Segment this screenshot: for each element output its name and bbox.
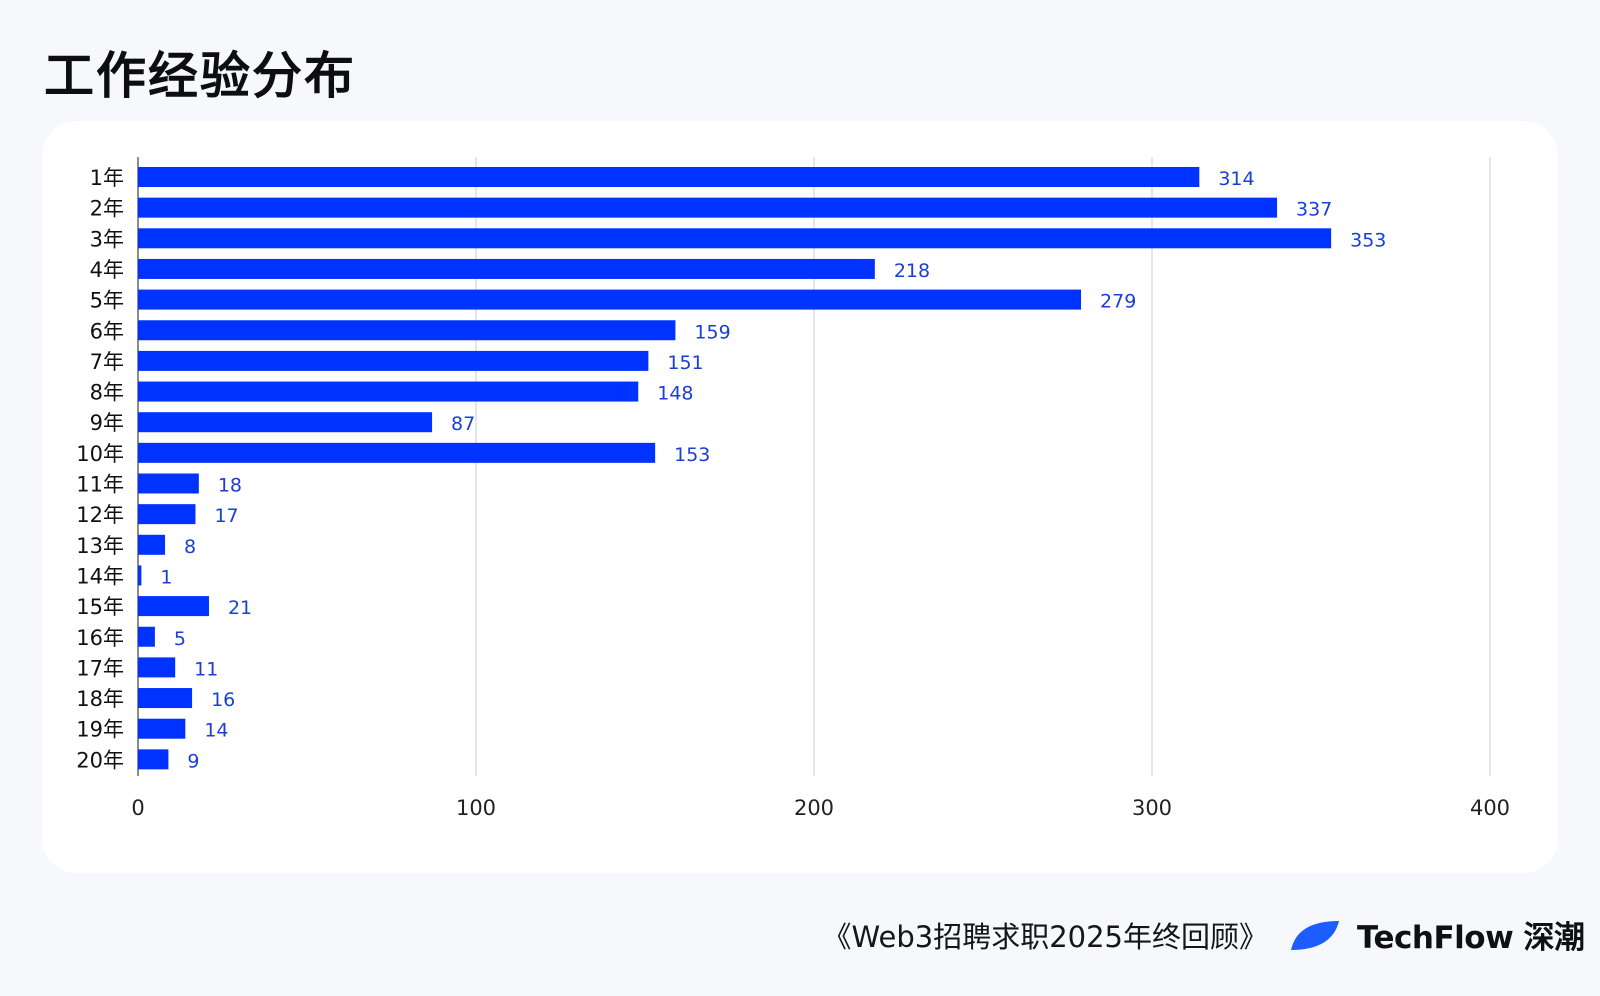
- bar: [138, 258, 875, 279]
- category-label: 17年: [76, 656, 124, 680]
- category-label: 14年: [76, 564, 124, 588]
- category-label: 13年: [76, 534, 124, 558]
- bar: [138, 228, 1332, 249]
- category-label: 8年: [90, 381, 124, 405]
- chart-card: 0 100 200 300 400 1年 314 2年 337 3年 353 4年 218 5年 279 6年…: [42, 121, 1558, 873]
- bar: [138, 596, 209, 617]
- category-label: 7年: [90, 350, 124, 374]
- bar: [138, 657, 176, 678]
- data-label: 16: [211, 689, 235, 711]
- bar: [138, 350, 649, 371]
- data-label: 337: [1296, 199, 1332, 221]
- bar: [138, 626, 155, 647]
- category-label: 1年: [90, 166, 124, 190]
- data-label: 9: [187, 750, 199, 772]
- page-title: 工作经验分布: [44, 47, 356, 105]
- category-label: 15年: [76, 595, 124, 619]
- data-label: 279: [1100, 291, 1136, 313]
- category-label: 16年: [76, 626, 124, 650]
- data-label: 159: [694, 321, 730, 343]
- data-label: 21: [228, 597, 252, 619]
- bar: [138, 381, 639, 402]
- category-label: 11年: [76, 473, 124, 497]
- category-label: 3年: [90, 227, 124, 251]
- data-label: 153: [674, 444, 710, 466]
- data-label: 218: [894, 260, 930, 282]
- data-label: 11: [194, 658, 218, 680]
- category-label: 20年: [76, 748, 124, 772]
- data-label: 17: [214, 505, 238, 527]
- data-label: 148: [657, 383, 693, 405]
- x-tick-label: 300: [1132, 796, 1172, 820]
- brand: TechFlow 深潮: [1285, 912, 1585, 957]
- category-label: 5年: [90, 289, 124, 313]
- data-label: 8: [184, 536, 196, 558]
- bar: [138, 504, 196, 525]
- bar: [138, 289, 1082, 310]
- bar: [138, 749, 169, 770]
- bar: [138, 534, 166, 555]
- bar: [138, 473, 199, 494]
- data-label: 314: [1218, 168, 1254, 190]
- bar: [138, 688, 193, 709]
- bar: [138, 565, 142, 586]
- category-label: 19年: [76, 718, 124, 742]
- x-tick-label: 200: [794, 796, 834, 820]
- bar: [138, 718, 186, 739]
- data-label: 87: [451, 413, 475, 435]
- data-label: 5: [174, 628, 186, 650]
- x-tick-label: 100: [456, 796, 496, 820]
- bar: [138, 442, 656, 463]
- x-tick-label: 400: [1470, 796, 1510, 820]
- category-label: 6年: [90, 319, 124, 343]
- category-label: 2年: [90, 197, 124, 221]
- brand-name: TechFlow 深潮: [1357, 920, 1585, 956]
- bar: [138, 412, 433, 433]
- report-caption: 《Web3招聘求职2025年终回顾》: [822, 920, 1268, 954]
- x-tick-label: 0: [131, 796, 144, 820]
- techflow-logo-icon: [1291, 920, 1339, 950]
- data-label: 14: [204, 720, 228, 742]
- data-label: 1: [160, 566, 172, 588]
- category-label: 18年: [76, 687, 124, 711]
- category-label: 4年: [90, 258, 124, 282]
- bar: [138, 197, 1278, 218]
- category-label: 9年: [90, 411, 124, 435]
- category-label: 10年: [76, 442, 124, 466]
- data-label: 18: [218, 475, 242, 497]
- bar: [138, 320, 676, 341]
- data-label: 353: [1350, 229, 1386, 251]
- bar: [138, 167, 1200, 187]
- data-label: 151: [667, 352, 703, 374]
- category-label: 12年: [76, 503, 124, 527]
